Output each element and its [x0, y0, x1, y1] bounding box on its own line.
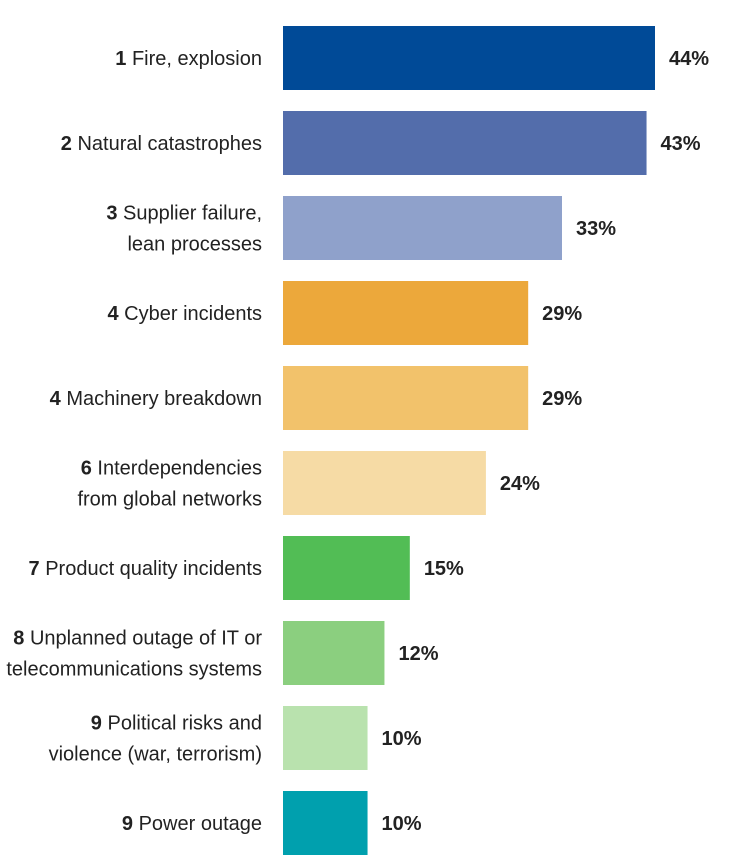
category-label-3-line-1: 3 Supplier failure, [106, 203, 262, 225]
bar-8 [283, 621, 385, 685]
category-label-2: 2 Natural catastrophes [61, 133, 262, 155]
category-label-3-line-2: lean processes [127, 234, 262, 256]
rank-number-8: 8 [13, 628, 30, 650]
data-label-8: 12% [398, 643, 438, 665]
data-label-9: 10% [382, 728, 422, 750]
category-label-7: 7 Product quality incidents [29, 558, 262, 580]
bar-2 [283, 111, 647, 175]
rank-number-6: 6 [81, 458, 98, 480]
rank-number-7: 7 [29, 558, 46, 580]
bar-9 [283, 706, 368, 770]
category-text: telecommunications systems [6, 659, 262, 681]
category-text: Interdependencies [97, 458, 262, 480]
category-text: Natural catastrophes [77, 133, 262, 155]
category-text: Machinery breakdown [66, 388, 262, 410]
data-label-3: 33% [576, 218, 616, 240]
bar-4 [283, 281, 529, 345]
category-label-6-line-2: from global networks [77, 489, 262, 511]
category-text: Product quality incidents [45, 558, 262, 580]
category-label-6-line-1: 6 Interdependencies [81, 458, 262, 480]
rank-number-5: 4 [50, 388, 67, 410]
category-text: Political risks and [107, 713, 262, 735]
category-text: Power outage [139, 813, 262, 835]
data-label-10: 10% [382, 813, 422, 835]
bar-10 [283, 791, 368, 855]
category-label-9-line-1: 9 Political risks and [91, 713, 262, 735]
rank-number-4: 4 [107, 303, 124, 325]
rank-number-1: 1 [115, 48, 132, 70]
category-label-5: 4 Machinery breakdown [50, 388, 262, 410]
data-label-2: 43% [661, 133, 701, 155]
category-text: Fire, explosion [132, 48, 262, 70]
data-label-7: 15% [424, 558, 464, 580]
category-label-9-line-2: violence (war, terrorism) [49, 744, 262, 766]
rank-number-3: 3 [106, 203, 123, 225]
data-label-1: 44% [669, 48, 709, 70]
category-text: violence (war, terrorism) [49, 744, 262, 766]
category-text: lean processes [127, 234, 262, 256]
category-text: from global networks [77, 489, 262, 511]
rank-number-9: 9 [91, 713, 108, 735]
data-label-6: 24% [500, 473, 540, 495]
rank-number-10: 9 [122, 813, 139, 835]
bar-7 [283, 536, 410, 600]
rank-number-2: 2 [61, 133, 78, 155]
category-label-1: 1 Fire, explosion [115, 48, 262, 70]
bar-6 [283, 451, 486, 515]
category-text: Supplier failure, [123, 203, 262, 225]
category-label-8-line-1: 8 Unplanned outage of IT or [13, 628, 262, 650]
data-label-5: 29% [542, 388, 582, 410]
category-label-4: 4 Cyber incidents [107, 303, 262, 325]
bar-5 [283, 366, 529, 430]
category-text: Cyber incidents [124, 303, 262, 325]
category-label-8-line-2: telecommunications systems [6, 659, 262, 681]
category-text: Unplanned outage of IT or [30, 628, 262, 650]
data-label-4: 29% [542, 303, 582, 325]
category-label-10: 9 Power outage [122, 813, 262, 835]
bar-3 [283, 196, 562, 260]
bar-1 [283, 26, 655, 90]
